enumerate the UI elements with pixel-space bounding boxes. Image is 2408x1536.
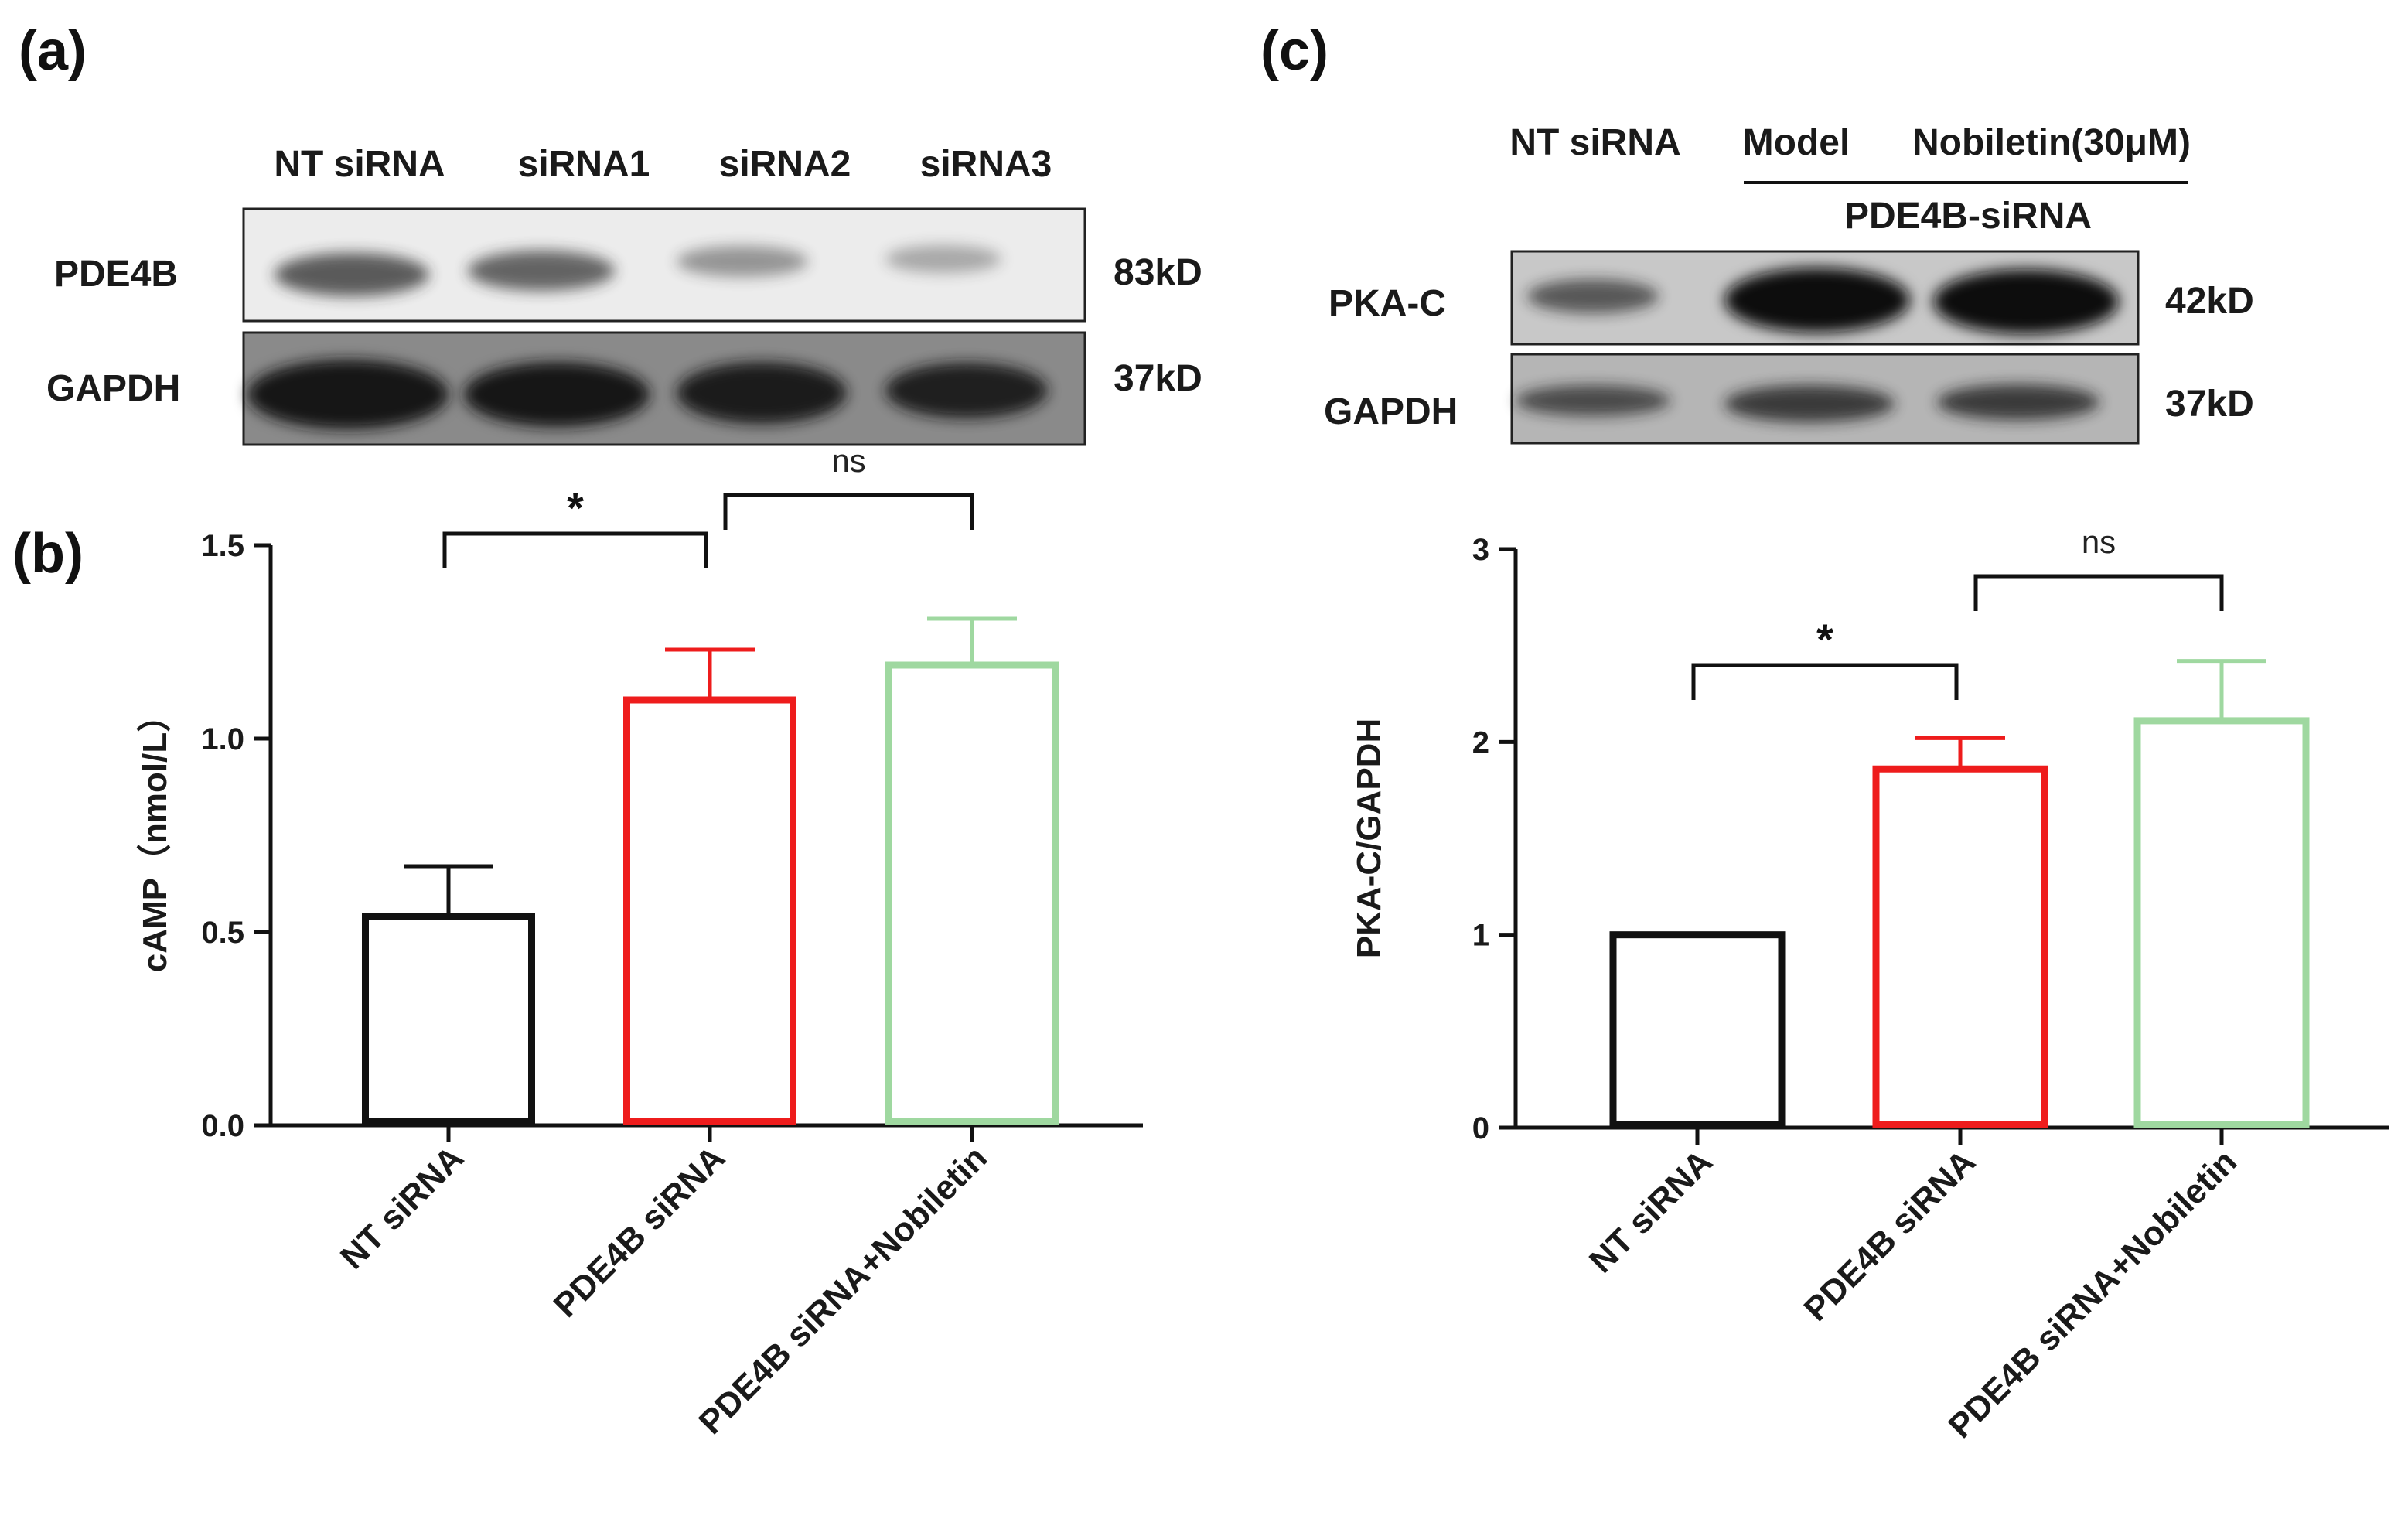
y-axis-label: PKA-C/GAPDH bbox=[1350, 719, 1388, 958]
significance-label: * bbox=[567, 483, 584, 532]
blot-a-row-gapdh: GAPDH 37kD bbox=[46, 331, 1202, 446]
significance-bracket bbox=[1973, 574, 2224, 611]
blot-c-row-gapdh: GAPDH 37kD bbox=[1324, 353, 2254, 445]
western-blot-c: NT siRNA Model Nobiletin(30μM) PDE4B-siR… bbox=[1324, 122, 2254, 445]
blot-band bbox=[677, 362, 847, 424]
blot-band bbox=[1724, 385, 1895, 422]
y-tick-label: 0.0 bbox=[201, 1109, 244, 1143]
bar bbox=[623, 696, 796, 1125]
blot-c-lane-label: Nobiletin(30μM) bbox=[1912, 122, 2191, 163]
blot-a-row-label: GAPDH bbox=[46, 368, 180, 409]
y-tick-label: 1.0 bbox=[201, 722, 244, 756]
y-axis-label: cAMP（nmol/L） bbox=[136, 698, 174, 972]
y-tick-label: 0.5 bbox=[201, 916, 244, 950]
blot-a-row-pde4b: PDE4B 83kD bbox=[54, 207, 1202, 323]
blot-band bbox=[1933, 269, 2119, 334]
y-tick-label: 1.5 bbox=[201, 529, 244, 563]
blot-c-size-label: 42kD bbox=[2165, 281, 2254, 322]
blot-band bbox=[1724, 268, 1910, 333]
x-category-label: PDE4B siRNA bbox=[547, 1138, 732, 1324]
bar bbox=[885, 661, 1059, 1125]
bar-chart-pkac: 0 1 2 3 PKA-C/GAPDH NT siRNA PDE4B siRNAPDE4B … bbox=[1350, 524, 2389, 1446]
blot-a-size-label: 37kD bbox=[1114, 358, 1202, 399]
blot-a-row-label: PDE4B bbox=[54, 254, 178, 295]
blot-band bbox=[275, 253, 429, 296]
blot-c-lane-label: Model bbox=[1743, 122, 1850, 163]
blot-a-lane-label: siRNA2 bbox=[719, 144, 851, 185]
y-tick-label: 2 bbox=[1472, 725, 1489, 759]
blot-band bbox=[1527, 279, 1659, 313]
x-category-label: NT siRNA bbox=[333, 1138, 471, 1276]
x-category-label: PDE4B siRNA+Nobiletin bbox=[691, 1138, 994, 1442]
blot-c-row-label: PKA-C bbox=[1328, 283, 1446, 324]
y-tick-label: 1 bbox=[1472, 919, 1489, 953]
blot-band bbox=[468, 251, 615, 291]
blot-band bbox=[885, 363, 1048, 418]
x-category-label: PDE4B siRNA+Nobiletin bbox=[1941, 1142, 2244, 1446]
x-category-label: NT siRNA bbox=[1582, 1142, 1720, 1280]
y-tick-label: 0 bbox=[1472, 1111, 1489, 1145]
significance-bracket bbox=[1691, 663, 1959, 700]
bar bbox=[1609, 931, 1786, 1128]
blot-c-row-pkac: PKA-C 42kD bbox=[1328, 250, 2254, 346]
blot-a-lane-label: siRNA1 bbox=[518, 144, 650, 185]
blot-band bbox=[464, 362, 650, 427]
significance-label: ns bbox=[2082, 524, 2116, 560]
blot-c-row-label: GAPDH bbox=[1324, 391, 1458, 432]
blot-a-lane-label: siRNA3 bbox=[920, 144, 1052, 185]
blot-band bbox=[1516, 385, 1670, 416]
bar bbox=[2133, 717, 2310, 1128]
significance-bracket bbox=[723, 493, 974, 530]
blot-band bbox=[885, 245, 1001, 273]
significance-label: * bbox=[1816, 615, 1833, 664]
bar bbox=[362, 913, 535, 1125]
blot-band bbox=[247, 360, 449, 429]
blot-band bbox=[677, 246, 808, 277]
panel-label-a: (a) bbox=[19, 20, 87, 82]
blot-a-size-label: 83kD bbox=[1114, 252, 1202, 293]
significance-label: ns bbox=[831, 442, 865, 479]
bar-chart-camp: 0.0 0.5 1.0 1.5 cAMP（nmol/L） NT siRNA PDE4B si… bbox=[136, 442, 1143, 1442]
blot-a-lane-label: NT siRNA bbox=[274, 144, 445, 185]
y-tick-label: 3 bbox=[1472, 533, 1489, 567]
blot-c-lane-label: NT siRNA bbox=[1509, 122, 1680, 163]
panel-label-c: (c) bbox=[1260, 20, 1328, 82]
western-blot-a: NT siRNA siRNA1 siRNA2 siRNA3 PDE4B 83kD… bbox=[46, 144, 1202, 446]
significance-bracket bbox=[442, 531, 708, 568]
blot-c-group-label: PDE4B-siRNA bbox=[1844, 196, 2092, 237]
blot-c-size-label: 37kD bbox=[2165, 384, 2254, 425]
blot-band bbox=[1937, 384, 2099, 420]
bar bbox=[1872, 765, 2048, 1128]
x-category-label: PDE4B siRNA bbox=[1797, 1142, 1983, 1328]
panel-label-b: (b) bbox=[12, 523, 84, 585]
